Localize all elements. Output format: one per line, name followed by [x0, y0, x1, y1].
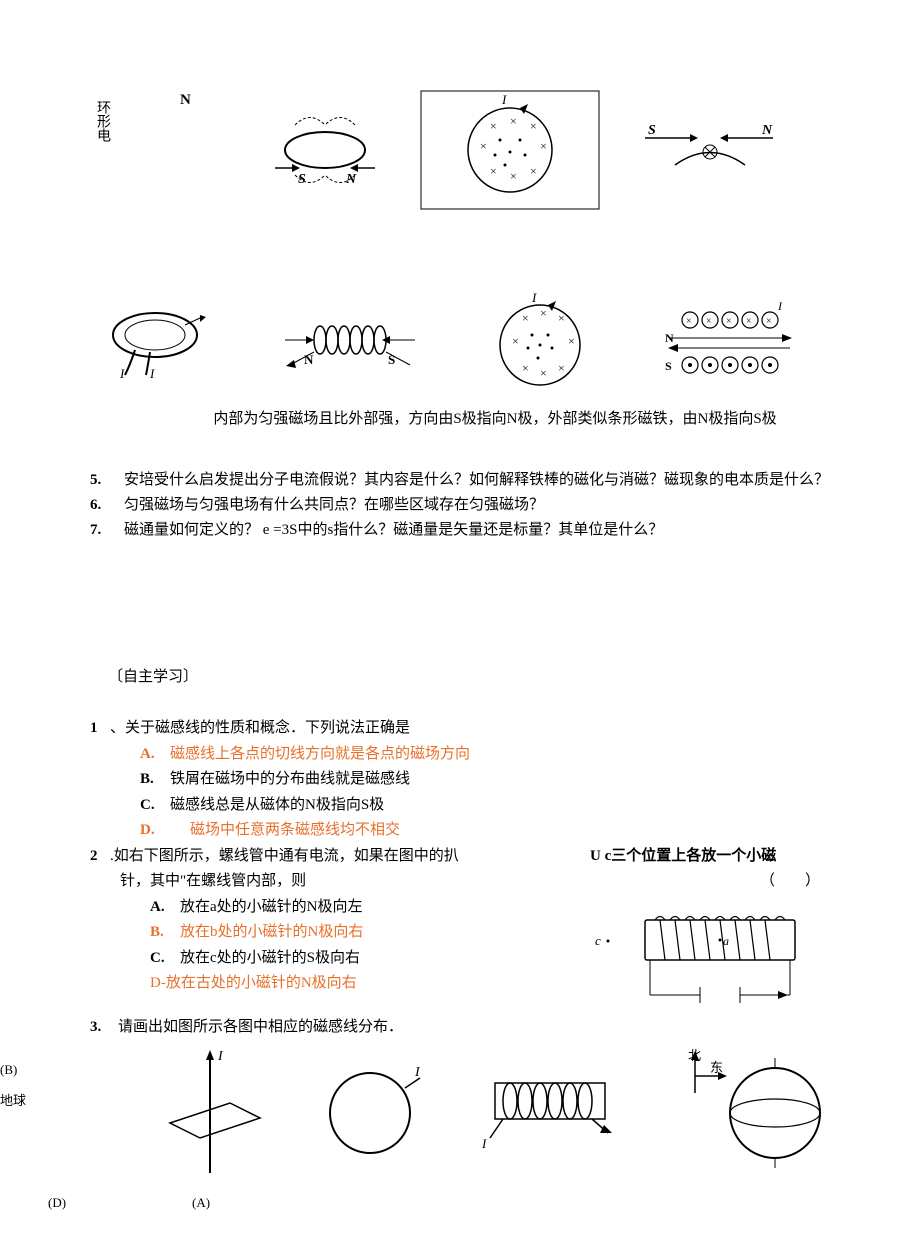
svg-text:×: ×	[540, 139, 547, 153]
svg-text:×: ×	[490, 164, 497, 178]
svg-text:I: I	[414, 1065, 421, 1080]
mark-A: (A)	[192, 1195, 210, 1211]
svg-text:×: ×	[568, 334, 575, 348]
letter-n: N	[180, 92, 191, 109]
q2-paren: （ ）	[590, 869, 860, 895]
q1-C-text: 磁感线总是从磁体的N极指向S极	[170, 793, 384, 819]
q3-num: 3.	[90, 1015, 118, 1041]
svg-text:×: ×	[480, 139, 487, 153]
q1-C-label: C.	[140, 793, 170, 819]
svg-text:×: ×	[490, 119, 497, 133]
q6-text: 匀强磁场与匀强电场有什么共同点？在哪些区域存在匀强磁场？	[124, 493, 860, 518]
svg-text:S: S	[648, 123, 656, 138]
mark-D: (D)	[48, 1195, 66, 1211]
numbered-questions: 5.安培受什么启发提出分子电流假说？其内容是什么？如何解释铁棒的磁化与消磁？磁现…	[90, 468, 860, 542]
svg-text:×: ×	[686, 316, 692, 327]
earth-sphere-diagram: 北 东	[670, 1048, 830, 1178]
svg-text:I: I	[481, 1136, 487, 1151]
svg-text:S: S	[388, 352, 395, 367]
svg-text:×: ×	[522, 361, 529, 375]
loop-circle-diagram: I	[320, 1058, 430, 1168]
q2-stem-left: .如右下图所示，螺线管中通有电流，如果在图中的扒	[110, 844, 459, 870]
q1-stem: 、关于磁感线的性质和概念．下列说法正确是	[110, 716, 410, 742]
vertical-label: 环形电	[92, 100, 112, 142]
wire-plane-diagram: I	[150, 1048, 270, 1178]
q2-num: 2	[90, 844, 110, 870]
cross-section-open: I ××× ×× ×××	[480, 290, 600, 390]
svg-text:I: I	[777, 300, 783, 313]
top-figure-row: S N I ××× ×× ××× S N	[270, 90, 780, 210]
svg-text:×: ×	[530, 164, 537, 178]
svg-text:N: N	[665, 331, 674, 345]
self-study-block: 1 、关于磁感线的性质和概念．下列说法正确是 A.磁感线上各点的切线方向就是各点…	[90, 716, 860, 1178]
svg-text:×: ×	[510, 169, 517, 183]
svg-text:×: ×	[558, 361, 565, 375]
q2-A-label: A.	[150, 895, 180, 921]
svg-text:I: I	[149, 366, 155, 380]
q5-text: 安培受什么启发提出分子电流假说？其内容是什么？如何解释铁棒的磁化与消磁？磁现象的…	[124, 468, 860, 493]
mid-figure-row: I I N S I ××× ×× ××× I	[100, 290, 800, 390]
svg-text:×: ×	[540, 306, 547, 320]
q1-num: 1	[90, 716, 110, 742]
svg-text:S: S	[665, 359, 672, 373]
sn-arc-diagram: S N	[640, 120, 780, 180]
svg-text:×: ×	[706, 316, 712, 327]
mark-B: (B)	[0, 1062, 17, 1078]
q6-num: 6.	[90, 493, 124, 518]
svg-text:×: ×	[746, 316, 752, 327]
svg-text:×: ×	[510, 114, 517, 128]
solenoid-cross-diagram: I × × × × × N S	[660, 300, 800, 380]
q2-A-text: 放在a处的小磁针的N极向左	[180, 895, 363, 921]
q2-B-label: B.	[150, 920, 180, 946]
mark-earth: 地球	[0, 1090, 26, 1109]
svg-text:I: I	[119, 366, 125, 380]
svg-text:×: ×	[726, 316, 732, 327]
solenoid-ns-diagram: N S	[280, 310, 420, 370]
q1-A-text: 磁感线上各点的切线方向就是各点的磁场方向	[170, 742, 470, 768]
section-title: 〔自主学习〕	[108, 665, 198, 686]
q2-B-text: 放在b处的小磁针的N极向右	[180, 920, 363, 946]
svg-text:I: I	[217, 1049, 224, 1064]
q2-solenoid-diagram: c a	[590, 905, 820, 1015]
q1-B-label: B.	[140, 767, 170, 793]
q1-B-text: 铁屑在磁场中的分布曲线就是磁感线	[170, 767, 410, 793]
svg-text:北: 北	[688, 1048, 701, 1063]
svg-text:东: 东	[710, 1060, 723, 1075]
svg-text:×: ×	[558, 311, 565, 325]
svg-text:N: N	[304, 352, 314, 367]
svg-text:a: a	[723, 934, 729, 948]
q3-stem: 请画出如图所示各图中相应的磁感线分布．	[118, 1015, 403, 1041]
svg-text:S: S	[298, 172, 306, 187]
svg-text:c: c	[595, 933, 601, 948]
q2-C-text: 放在c处的小磁针的S极向右	[180, 946, 360, 972]
svg-text:×: ×	[540, 366, 547, 380]
q7-text: 磁通量如何定义的？ e =3S中的s指什么？磁通量是矢量还是标量？其单位是什么？	[124, 518, 860, 543]
svg-text:N: N	[761, 123, 773, 138]
coil-hand-diagram: I I	[100, 300, 220, 380]
q3-figure-row: I I I 北 东	[150, 1048, 860, 1178]
svg-text:×: ×	[530, 119, 537, 133]
loop-field-diagram: S N	[270, 105, 380, 195]
q2-C-label: C.	[150, 946, 180, 972]
svg-text:I: I	[531, 290, 537, 305]
svg-text:×: ×	[512, 334, 519, 348]
q5-num: 5.	[90, 468, 124, 493]
q2-D-text: D-放在古处的小磁针的N极向右	[150, 971, 580, 997]
cross-section-boxed: I ××× ×× ×××	[420, 90, 600, 210]
q7-num: 7.	[90, 518, 124, 543]
q2-stem-right: U c三个位置上各放一个小磁	[590, 848, 776, 864]
svg-text:I: I	[501, 92, 507, 107]
q1-D-text: 磁场中任意两条磁感线均不相交	[190, 818, 400, 844]
q1-D-label: D.	[140, 818, 190, 844]
svg-text:N: N	[345, 172, 357, 187]
solenoid-draw-diagram: I	[480, 1063, 620, 1163]
q1-A-label: A.	[140, 742, 170, 768]
svg-text:×: ×	[766, 316, 772, 327]
svg-text:×: ×	[522, 311, 529, 325]
q2-stem2: 针，其中"在螺线管内部，则	[120, 869, 580, 895]
figure-caption: 内部为匀强磁场且比外部强，方向由S极指向N极，外部类似条形磁铁，由N极指向S极	[130, 408, 860, 431]
